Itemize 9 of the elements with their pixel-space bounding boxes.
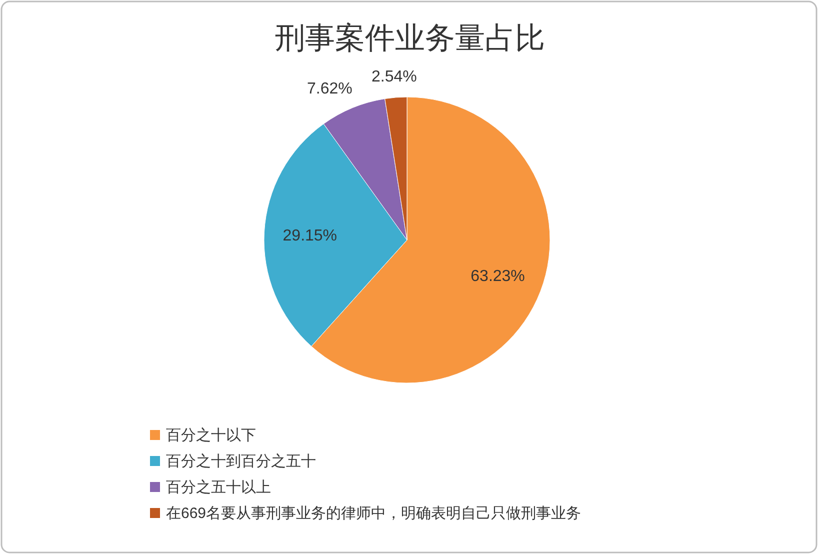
- data-label: 7.62%: [307, 80, 352, 98]
- data-label: 29.15%: [282, 228, 338, 245]
- chart-title: 刑事案件业务量占比: [275, 22, 545, 55]
- legend-label: 百分之十以下: [166, 427, 256, 444]
- data-label: 63.23%: [470, 268, 525, 285]
- legend-label: 在669名要从事刑事业务的律师中，明确表明自己只做刑事业务: [166, 505, 582, 522]
- legend-label: 百分之十到百分之五十: [166, 453, 316, 470]
- data-label: 2.54%: [371, 68, 417, 86]
- legend-label: 百分之五十以上: [166, 479, 271, 496]
